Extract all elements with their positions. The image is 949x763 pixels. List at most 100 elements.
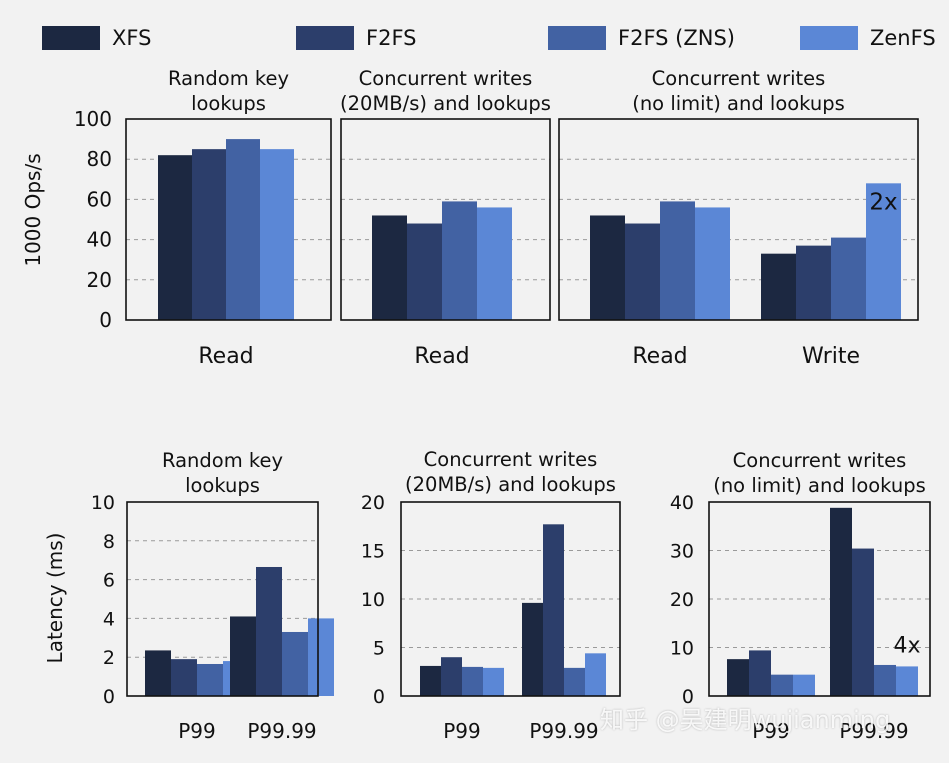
y-tick-label: 15 (361, 541, 385, 563)
category-label: P99.99 (529, 719, 598, 743)
bar-zenfs-read (260, 149, 294, 320)
category-label: P99.99 (839, 719, 908, 743)
legend-label: F2FS (366, 26, 417, 50)
bar-f2fs-zns--p99 (771, 674, 793, 696)
bar-f2fs-p99 (749, 650, 771, 696)
bar-zenfs-p99-99 (585, 653, 606, 696)
y-tick-label: 100 (74, 107, 112, 131)
y-tick-label: 5 (373, 638, 385, 660)
legend-swatch (42, 26, 100, 50)
bar-f2fs-zns--p99-99 (282, 631, 308, 696)
y-tick-label: 4 (103, 608, 115, 630)
bar-xfs-p99 (727, 659, 749, 696)
bar-f2fs-zns--p99-99 (564, 667, 585, 696)
plot-frame (708, 501, 931, 697)
plot-frame (558, 118, 919, 321)
panel-title: Concurrent writes (733, 449, 907, 472)
y-tick-label: 60 (87, 187, 112, 211)
bar-zenfs-read (477, 207, 512, 320)
category-label: P99.99 (247, 719, 316, 743)
y-tick-label: 2 (103, 647, 115, 669)
category-label: P99 (443, 719, 481, 743)
category-label: Write (802, 344, 860, 369)
bar-zenfs-p99 (793, 674, 815, 696)
bar-xfs-read (590, 215, 625, 320)
y-tick-label: 8 (103, 531, 115, 553)
legend-label: XFS (112, 26, 152, 50)
panel-title: Concurrent writes (652, 67, 826, 90)
bar-xfs-read (372, 215, 407, 320)
y-tick-label: 40 (670, 492, 694, 514)
bar-f2fs-zns--read (226, 139, 260, 320)
y-tick-label: 20 (87, 268, 112, 292)
y-tick-label: 0 (373, 686, 385, 708)
bar-xfs-p99-99 (230, 616, 256, 696)
bar-zenfs-p99 (483, 667, 504, 696)
legend-swatch (548, 26, 606, 50)
bar-f2fs-zns--p99 (462, 666, 483, 696)
bar-f2fs-p99-99 (256, 566, 282, 696)
category-label: Read (414, 344, 469, 369)
annotation-label: 2x (869, 189, 897, 215)
y-axis-label: Latency (ms) (43, 533, 67, 664)
bar-zenfs-p99-99 (308, 618, 334, 696)
panel-title: (20MB/s) and lookups (340, 92, 551, 115)
bar-f2fs-p99 (171, 659, 197, 696)
bar-zenfs-read (695, 207, 730, 320)
y-tick-label: 30 (670, 541, 694, 563)
legend-swatch (296, 26, 354, 50)
bar-f2fs-zns--write (831, 237, 866, 320)
bar-f2fs-p99-99 (543, 524, 564, 696)
plot-frame (400, 501, 621, 697)
watermark: 知乎 @吴建明wujianming (600, 706, 891, 734)
category-label: P99 (178, 719, 216, 743)
annotation-label: 4x (893, 633, 920, 658)
panel-title: Random key (162, 449, 283, 472)
plot-frame (125, 118, 332, 321)
category-label: P99 (752, 719, 790, 743)
legend-label: F2FS (ZNS) (618, 26, 735, 50)
bar-f2fs-zns--read (660, 201, 695, 320)
bar-zenfs-p99-99 (896, 666, 918, 696)
panel-title: Concurrent writes (424, 448, 598, 471)
y-tick-label: 80 (87, 147, 112, 171)
y-tick-label: 6 (103, 570, 115, 592)
y-tick-label: 0 (682, 686, 694, 708)
panel-title: (no limit) and lookups (713, 474, 926, 497)
bar-f2fs-zns--p99 (197, 663, 223, 696)
panel-title: (20MB/s) and lookups (405, 473, 616, 496)
y-tick-label: 0 (99, 308, 112, 332)
bar-xfs-write (761, 253, 796, 320)
panel-title: lookups (185, 474, 260, 497)
category-label: Read (632, 344, 687, 369)
bar-f2fs-read (407, 223, 442, 320)
y-axis-label: 1000 Ops/s (21, 153, 45, 266)
bar-f2fs-p99-99 (852, 548, 874, 696)
bar-f2fs-p99 (441, 657, 462, 696)
plot-frame (126, 501, 319, 697)
y-tick-label: 40 (87, 228, 112, 252)
bar-xfs-p99 (145, 650, 171, 696)
panel-title: Random key (168, 67, 289, 90)
category-label: Read (198, 344, 253, 369)
panel-title: (no limit) and lookups (632, 92, 845, 115)
panel-title: lookups (191, 92, 266, 115)
bar-f2fs-read (192, 149, 226, 320)
y-tick-label: 20 (361, 492, 385, 514)
bar-xfs-p99-99 (830, 507, 852, 696)
bar-f2fs-zns--p99-99 (874, 664, 896, 696)
bar-zenfs-write (866, 183, 901, 320)
y-tick-label: 10 (361, 589, 385, 611)
bar-xfs-p99-99 (522, 602, 543, 696)
bar-xfs-p99 (420, 665, 441, 696)
legend-swatch (800, 26, 858, 50)
legend-label: ZenFS (870, 26, 936, 50)
bar-f2fs-write (796, 245, 831, 320)
bar-f2fs-zns--read (442, 201, 477, 320)
plot-frame (340, 118, 551, 321)
bar-xfs-read (158, 155, 192, 320)
y-tick-label: 20 (670, 589, 694, 611)
panel-title: Concurrent writes (359, 67, 533, 90)
